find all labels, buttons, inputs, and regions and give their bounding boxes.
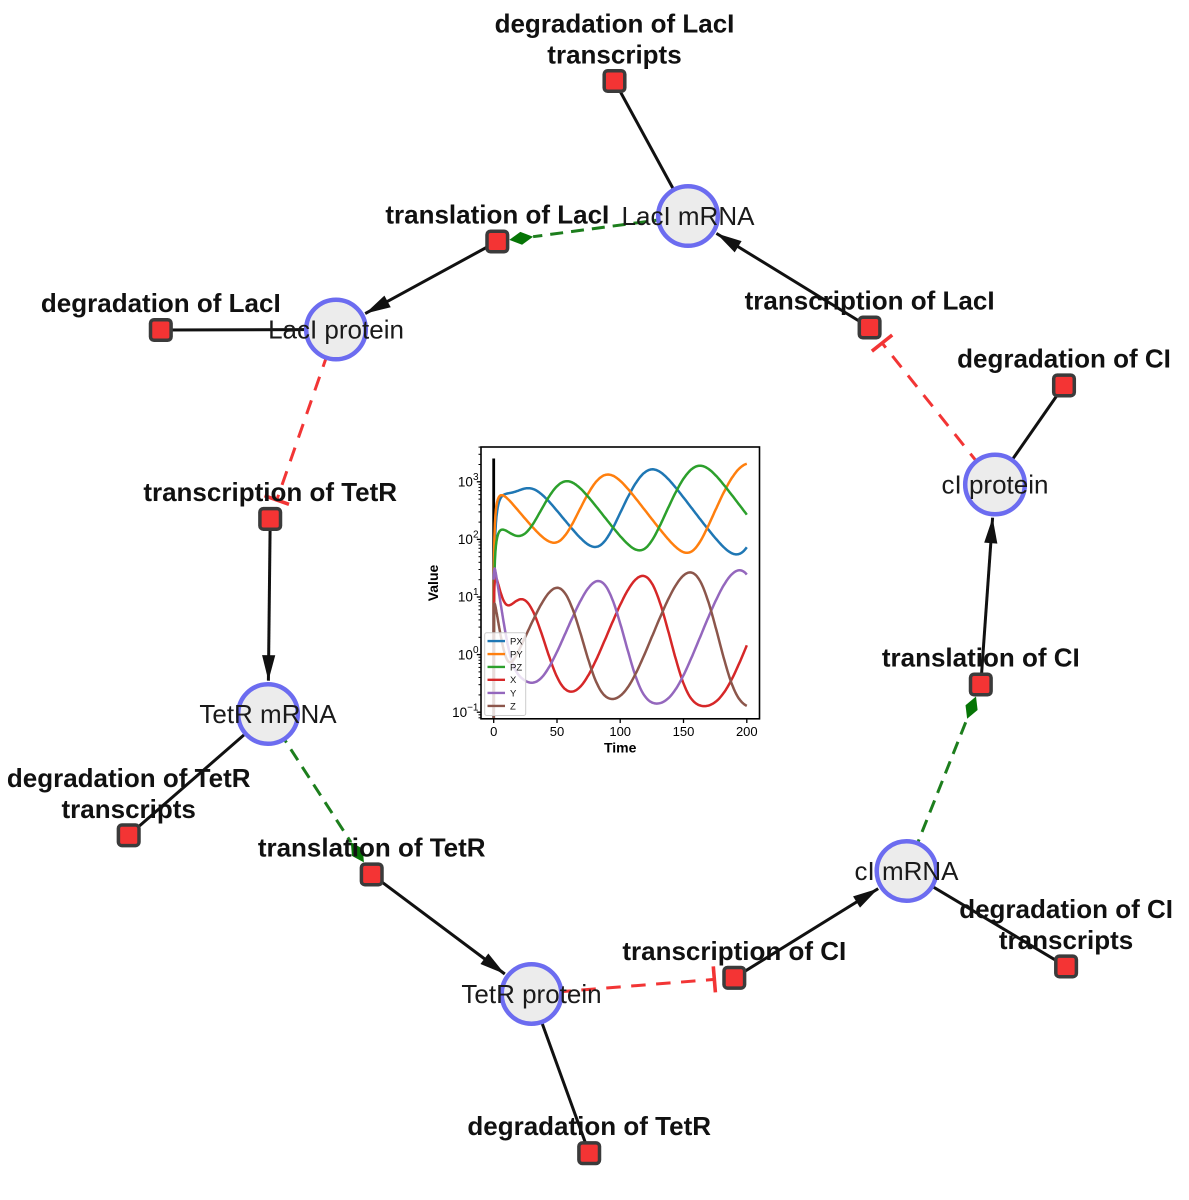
- svg-text:50: 50: [550, 724, 564, 739]
- svg-text:degradation of LacI: degradation of LacI: [41, 288, 281, 318]
- svg-text:translation of CI: translation of CI: [882, 643, 1080, 673]
- svg-text:TetR protein: TetR protein: [461, 979, 601, 1009]
- svg-text:PY: PY: [510, 650, 523, 661]
- svg-text:Z: Z: [510, 701, 516, 712]
- svg-text:LacI protein: LacI protein: [268, 315, 404, 345]
- svg-text:0: 0: [490, 724, 497, 739]
- svg-text:Time: Time: [604, 740, 637, 756]
- svg-text:transcripts: transcripts: [999, 925, 1133, 955]
- svg-text:degradation of LacI: degradation of LacI: [495, 9, 735, 39]
- svg-text:degradation of CI: degradation of CI: [959, 894, 1173, 924]
- svg-text:cI mRNA: cI mRNA: [855, 856, 960, 886]
- svg-text:100: 100: [609, 724, 631, 739]
- svg-text:translation of TetR: translation of TetR: [258, 832, 486, 862]
- svg-text:Y: Y: [510, 688, 517, 699]
- svg-text:transcripts: transcripts: [62, 794, 196, 824]
- svg-text:transcripts: transcripts: [547, 40, 681, 70]
- svg-text:degradation of TetR: degradation of TetR: [467, 1111, 711, 1141]
- svg-text:transcription of TetR: transcription of TetR: [143, 477, 397, 507]
- svg-text:translation of LacI: translation of LacI: [385, 200, 609, 230]
- svg-text:X: X: [510, 675, 517, 686]
- svg-text:degradation of CI: degradation of CI: [957, 343, 1171, 373]
- svg-text:200: 200: [736, 724, 758, 739]
- svg-text:transcription of LacI: transcription of LacI: [745, 286, 995, 316]
- svg-text:cI protein: cI protein: [942, 470, 1049, 500]
- svg-text:PX: PX: [510, 637, 523, 648]
- svg-text:degradation of TetR: degradation of TetR: [7, 763, 251, 793]
- svg-text:150: 150: [673, 724, 695, 739]
- svg-text:LacI mRNA: LacI mRNA: [622, 201, 756, 231]
- svg-text:TetR mRNA: TetR mRNA: [199, 699, 337, 729]
- svg-text:PZ: PZ: [510, 662, 522, 673]
- svg-text:transcription of CI: transcription of CI: [622, 936, 846, 966]
- svg-text:Value: Value: [425, 565, 441, 602]
